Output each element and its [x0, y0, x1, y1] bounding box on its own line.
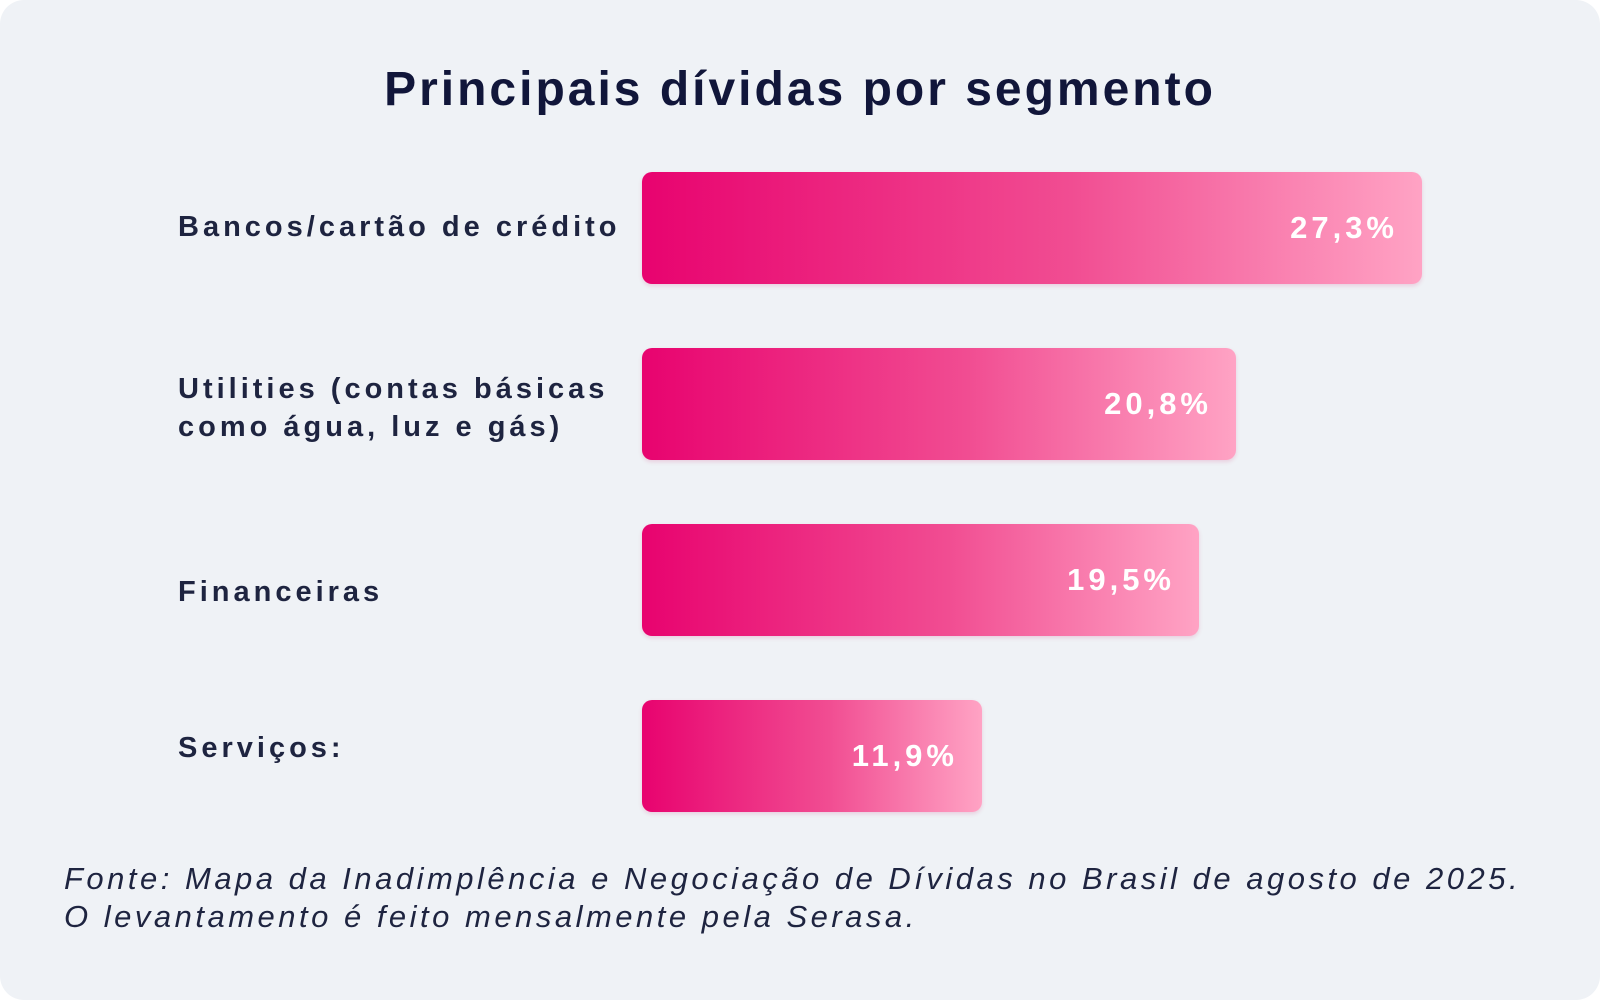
category-label: Utilities (contas básicas como água, luz…: [178, 373, 609, 443]
source-note: Fonte: Mapa da Inadimplência e Negociaçã…: [64, 861, 1522, 934]
category-label: Bancos/cartão de crédito: [178, 211, 621, 243]
data-label: 19,5%: [1067, 562, 1175, 597]
data-label: 11,9%: [851, 738, 958, 773]
data-label: 27,3%: [1290, 210, 1398, 245]
category-label: Serviços:: [178, 732, 345, 764]
chart-title: Principais dívidas por segmento: [384, 63, 1216, 116]
bar: 11,9%: [642, 700, 982, 812]
bar: 27,3%: [642, 172, 1422, 284]
data-label: 20,8%: [1104, 386, 1212, 421]
bar: 20,8%: [642, 348, 1236, 460]
category-label: Financeiras: [178, 576, 384, 608]
bar: 19,5%: [642, 524, 1199, 636]
